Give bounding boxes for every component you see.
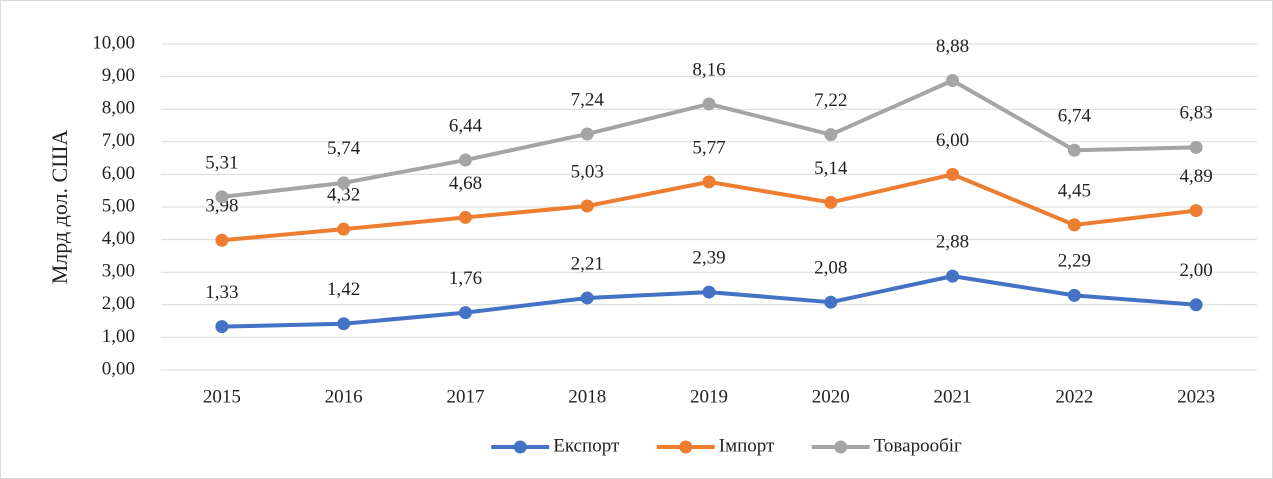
data-point (215, 233, 229, 247)
data-label: 4,68 (449, 173, 482, 194)
data-point (215, 320, 229, 334)
data-point (824, 128, 838, 142)
data-point (580, 127, 594, 141)
y-tick-label: 4,00 (102, 228, 135, 249)
legend-marker (834, 440, 848, 454)
y-tick-label: 3,00 (102, 261, 135, 282)
legend-label: Імпорт (719, 435, 775, 456)
y-tick-label: 1,00 (102, 326, 135, 347)
x-tick-label: 2022 (1055, 386, 1093, 407)
y-tick-label: 8,00 (102, 98, 135, 119)
data-label: 1,42 (327, 279, 360, 300)
x-tick-label: 2017 (446, 386, 484, 407)
data-point (337, 176, 351, 190)
data-point (458, 306, 472, 320)
x-tick-label: 2019 (690, 386, 728, 407)
data-point (1067, 288, 1081, 302)
data-label: 2,29 (1058, 251, 1091, 272)
x-tick-label: 2023 (1177, 386, 1215, 407)
y-tick-label: 2,00 (102, 293, 135, 314)
data-label: 7,22 (814, 90, 847, 111)
data-point (824, 195, 838, 209)
y-tick-label: 5,00 (102, 195, 135, 216)
data-point (458, 153, 472, 167)
data-label: 1,76 (449, 268, 482, 289)
data-point (1189, 140, 1203, 154)
data-point (580, 291, 594, 305)
data-point (824, 295, 838, 309)
x-tick-label: 2018 (568, 386, 606, 407)
legend-label: Експорт (553, 435, 620, 456)
data-point (702, 175, 716, 189)
x-tick-label: 2020 (812, 386, 850, 407)
data-label: 2,88 (936, 231, 969, 252)
data-point (702, 285, 716, 299)
data-point (946, 167, 960, 181)
legend-label: Товарообіг (874, 435, 962, 456)
data-point (1067, 143, 1081, 157)
data-label: 2,21 (571, 253, 604, 274)
data-label: 5,77 (692, 137, 725, 158)
data-point (946, 269, 960, 283)
data-label: 2,08 (814, 258, 847, 279)
data-label: 2,00 (1179, 260, 1212, 281)
data-label: 5,03 (571, 161, 604, 182)
legend-marker (513, 440, 527, 454)
data-label: 3,98 (205, 196, 238, 217)
data-label: 6,83 (1179, 103, 1212, 124)
data-label: 6,44 (449, 115, 483, 136)
data-label: 5,31 (205, 152, 238, 173)
data-point (1189, 204, 1203, 218)
y-tick-label: 9,00 (102, 65, 135, 86)
y-tick-label: 7,00 (102, 130, 135, 151)
data-label: 6,00 (936, 130, 969, 151)
y-tick-label: 0,00 (102, 358, 135, 379)
data-point (1067, 218, 1081, 232)
data-point (337, 317, 351, 331)
data-label: 8,16 (692, 59, 725, 80)
x-tick-label: 2015 (203, 386, 241, 407)
data-label: 5,74 (327, 138, 361, 159)
data-point (1189, 298, 1203, 312)
data-point (215, 190, 229, 204)
y-tick-label: 6,00 (102, 163, 135, 184)
data-label: 8,88 (936, 36, 969, 57)
data-point (580, 199, 594, 213)
y-axis-label: Млрд дол. США (47, 130, 72, 285)
data-point (946, 74, 960, 88)
data-label: 5,14 (814, 158, 848, 179)
y-tick-label: 10,00 (92, 32, 135, 53)
data-label: 4,45 (1058, 180, 1091, 201)
data-label: 4,32 (327, 185, 360, 206)
data-point (458, 210, 472, 224)
x-tick-label: 2021 (934, 386, 972, 407)
data-point (702, 97, 716, 111)
legend-marker (679, 440, 693, 454)
x-tick-label: 2016 (325, 386, 363, 407)
data-label: 1,33 (205, 282, 238, 303)
data-label: 4,89 (1179, 166, 1212, 187)
data-label: 2,39 (692, 247, 725, 268)
data-point (337, 222, 351, 236)
data-label: 6,74 (1058, 106, 1092, 127)
data-label: 7,24 (571, 89, 605, 110)
